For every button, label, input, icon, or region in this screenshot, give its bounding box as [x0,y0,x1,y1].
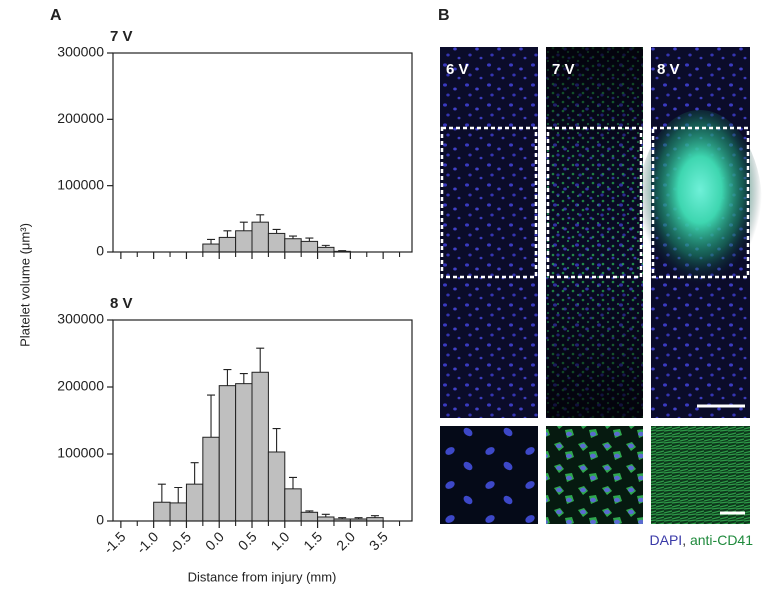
y-tick-label: 0 [96,512,104,528]
y-axis-label: Platelet volume (μm³) [17,223,32,347]
plot-frame [112,52,413,253]
bar [235,383,253,522]
bar [317,246,335,253]
bar [235,230,253,253]
error-bar [239,373,248,384]
channel-legend: DAPI, anti-CD41 [650,532,754,548]
image-label: 8 V [657,61,680,78]
bar [300,240,319,253]
zoom-8v [651,426,750,524]
error-bar [174,486,183,503]
bar [202,243,220,253]
x-tick-label: -0.5 [166,528,195,557]
plot-frame [112,319,413,522]
x-axis-label: Distance from injury (mm) [188,569,337,584]
bar [300,511,319,522]
x-tick-label: 2.0 [333,528,358,553]
error-bar [272,427,281,452]
legend-entry: DAPI [650,532,683,548]
roi-box [440,126,538,279]
panel-label: B [438,7,450,24]
bar [185,483,204,522]
error-bar [223,369,232,386]
bar [218,385,237,522]
y-tick-label: 100000 [57,445,104,461]
panel-label: A [50,7,62,24]
bar [284,238,302,253]
bar [267,232,286,253]
y-tick-label: 0 [96,243,104,259]
micrographs [440,47,762,524]
y-tick-label: 300000 [57,44,104,60]
roi-box [651,126,750,279]
error-bar [288,476,297,489]
y-tick-label: 300000 [57,311,104,327]
image-7v-shade [546,47,643,418]
error-bar [223,230,232,238]
bar [251,371,269,522]
x-tick-label: -1.0 [133,528,162,557]
legend-entry: , [682,532,690,548]
y-tick-label: 200000 [57,378,104,394]
error-bar [207,394,216,438]
bar [317,516,335,522]
legend-entry: anti-CD41 [690,532,753,548]
zoom-7v [546,426,643,524]
bar [169,502,187,522]
bar [267,451,286,522]
x-tick-label: -1.5 [100,528,129,557]
image-8v-thrombus [638,110,762,300]
error-bar [239,221,248,231]
y-tick-label: 200000 [57,110,104,126]
bar [202,436,220,522]
bar [153,501,171,522]
image-label: 7 V [552,61,575,78]
x-tick-label: 3.5 [366,528,391,553]
x-tick-label: 1.5 [300,528,325,553]
bar [284,488,302,522]
x-tick-label: 0.5 [235,528,260,553]
roi-box [546,126,643,279]
error-bar [305,237,314,242]
error-bar [256,347,265,373]
bar [251,221,269,253]
error-bar [157,483,166,503]
chart-title: 8 V [110,295,133,312]
error-bar [256,214,265,223]
image-6v [440,47,538,418]
error-bar [207,238,216,245]
zoom-6v [440,426,538,524]
chart-title: 7 V [110,28,133,45]
y-tick-label: 100000 [57,176,104,192]
x-tick-label: 1.0 [267,528,292,553]
error-bar [190,462,199,485]
error-bar [272,228,281,234]
x-tick-label: 0.0 [202,528,227,553]
bar [218,236,237,253]
image-label: 6 V [446,61,469,78]
